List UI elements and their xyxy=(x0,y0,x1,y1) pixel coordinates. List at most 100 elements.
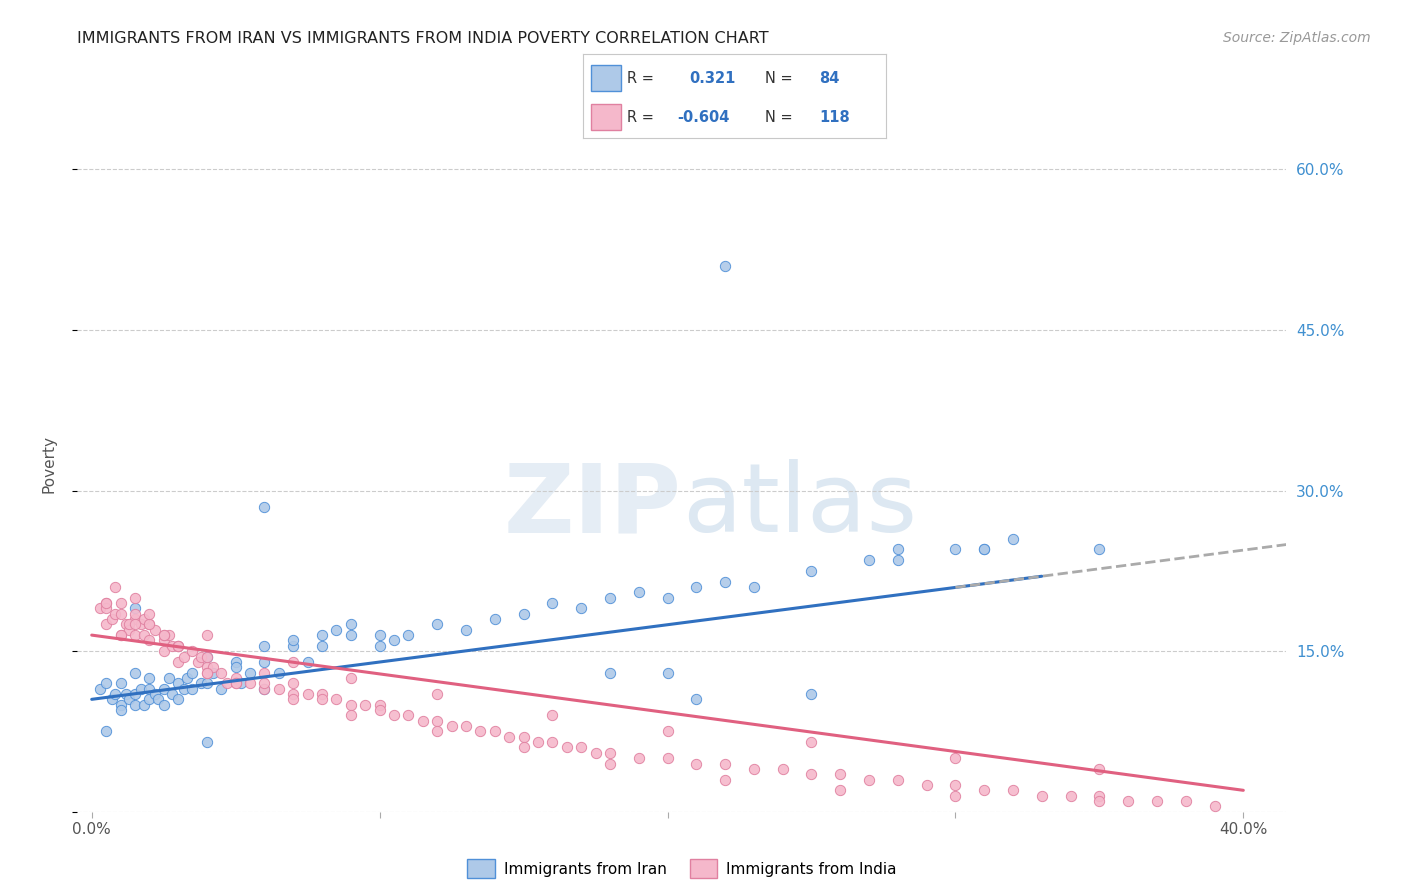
Point xyxy=(110,698,132,712)
Text: ZIP: ZIP xyxy=(503,459,682,552)
Point xyxy=(685,756,707,771)
Point xyxy=(541,708,564,723)
Point xyxy=(1088,794,1111,808)
Point xyxy=(297,655,319,669)
Point xyxy=(94,676,117,690)
Point xyxy=(915,778,938,792)
Point xyxy=(426,617,449,632)
Point xyxy=(89,681,111,696)
Point xyxy=(599,746,621,760)
Point xyxy=(945,751,967,765)
Point xyxy=(110,596,132,610)
Point xyxy=(283,687,305,701)
Point xyxy=(118,617,141,632)
Point xyxy=(152,628,174,642)
Point xyxy=(132,628,155,642)
Point xyxy=(152,681,174,696)
Point xyxy=(152,628,174,642)
Point xyxy=(124,601,146,615)
Point xyxy=(173,649,195,664)
Point xyxy=(657,665,679,680)
Point xyxy=(800,687,823,701)
Point xyxy=(231,676,253,690)
Point xyxy=(340,628,363,642)
Point xyxy=(225,655,247,669)
Text: R =: R = xyxy=(627,70,654,86)
Point xyxy=(146,692,169,706)
Text: -0.604: -0.604 xyxy=(678,110,730,125)
Point xyxy=(283,633,305,648)
Text: 0.321: 0.321 xyxy=(689,70,735,86)
Point xyxy=(124,698,146,712)
Point xyxy=(138,617,160,632)
Point xyxy=(945,542,967,557)
Point xyxy=(412,714,434,728)
Point xyxy=(209,665,232,680)
Point xyxy=(742,762,765,776)
Point xyxy=(118,692,141,706)
Point xyxy=(311,692,333,706)
Point xyxy=(104,580,127,594)
Point xyxy=(152,698,174,712)
Text: IMMIGRANTS FROM IRAN VS IMMIGRANTS FROM INDIA POVERTY CORRELATION CHART: IMMIGRANTS FROM IRAN VS IMMIGRANTS FROM … xyxy=(77,31,769,46)
Point xyxy=(181,665,204,680)
Point xyxy=(527,735,550,749)
Point xyxy=(110,703,132,717)
Point xyxy=(267,665,290,680)
Point xyxy=(685,580,707,594)
Point xyxy=(1088,789,1111,803)
Point xyxy=(138,671,160,685)
Point xyxy=(94,596,117,610)
Point xyxy=(159,628,181,642)
Point xyxy=(159,671,181,685)
Point xyxy=(138,607,160,621)
Point xyxy=(426,714,449,728)
Point xyxy=(110,607,132,621)
Point xyxy=(143,623,166,637)
Point xyxy=(599,591,621,605)
Point xyxy=(354,698,377,712)
Point xyxy=(267,681,290,696)
Point xyxy=(115,687,138,701)
Point xyxy=(187,655,209,669)
Text: N =: N = xyxy=(765,110,793,125)
Point xyxy=(772,762,794,776)
Point xyxy=(470,724,492,739)
Point xyxy=(94,617,117,632)
Point xyxy=(195,660,218,674)
Point xyxy=(181,681,204,696)
Point xyxy=(830,767,852,781)
Point xyxy=(209,681,232,696)
Point xyxy=(368,703,391,717)
Point xyxy=(541,596,564,610)
Point xyxy=(454,623,477,637)
Point xyxy=(124,628,146,642)
Point xyxy=(253,655,276,669)
Point xyxy=(129,617,152,632)
Point xyxy=(124,617,146,632)
Point xyxy=(454,719,477,733)
Point xyxy=(800,735,823,749)
Point xyxy=(382,633,405,648)
Text: N =: N = xyxy=(765,70,793,86)
Point xyxy=(569,740,592,755)
Point xyxy=(368,628,391,642)
Point xyxy=(382,708,405,723)
Point xyxy=(1059,789,1081,803)
Point xyxy=(283,676,305,690)
Point xyxy=(225,671,247,685)
Point xyxy=(167,655,190,669)
Point xyxy=(311,687,333,701)
Point xyxy=(283,692,305,706)
Point xyxy=(512,740,534,755)
Point xyxy=(325,623,347,637)
Point xyxy=(195,665,218,680)
Point xyxy=(657,751,679,765)
Point xyxy=(1001,532,1024,546)
Point xyxy=(973,542,995,557)
Point xyxy=(1001,783,1024,797)
Point xyxy=(253,681,276,696)
Point xyxy=(138,692,160,706)
Point xyxy=(396,708,419,723)
Point xyxy=(94,596,117,610)
